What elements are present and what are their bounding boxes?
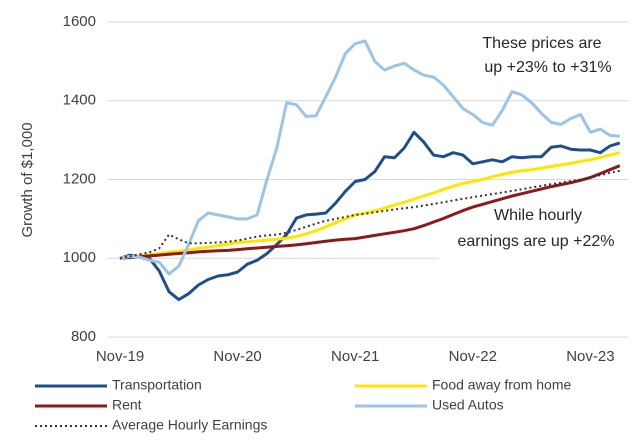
y-tick-label: 800 (71, 328, 96, 345)
annotation: While hourly (494, 207, 582, 224)
x-tick-label: Nov-20 (213, 348, 261, 365)
legend-label: Food away from home (432, 377, 571, 393)
x-tick-label: Nov-22 (449, 348, 497, 365)
y-tick-label: 1000 (63, 249, 96, 266)
annotation-background (438, 204, 634, 260)
y-tick-label: 1200 (63, 170, 96, 187)
y-axis-label: Growth of $1,000 (19, 122, 36, 237)
x-tick-label: Nov-21 (331, 348, 379, 365)
x-tick-label: Nov-19 (96, 348, 144, 365)
series-line (119, 39, 620, 276)
annotation: up +23% to +31% (484, 59, 611, 76)
legend-label: Average Hourly Earnings (112, 417, 267, 433)
legend-label: Transportation (112, 377, 202, 393)
series-line (119, 164, 621, 260)
legend-label: Used Autos (432, 397, 504, 413)
annotation: These prices are (482, 35, 601, 52)
annotation: earnings are up +22% (458, 233, 615, 250)
series-line (119, 151, 621, 260)
series-line (119, 130, 621, 302)
y-tick-label: 1600 (63, 13, 96, 30)
legend-label: Rent (112, 397, 142, 413)
x-tick-label: Nov-23 (566, 348, 614, 365)
y-tick-label: 1400 (63, 92, 96, 109)
